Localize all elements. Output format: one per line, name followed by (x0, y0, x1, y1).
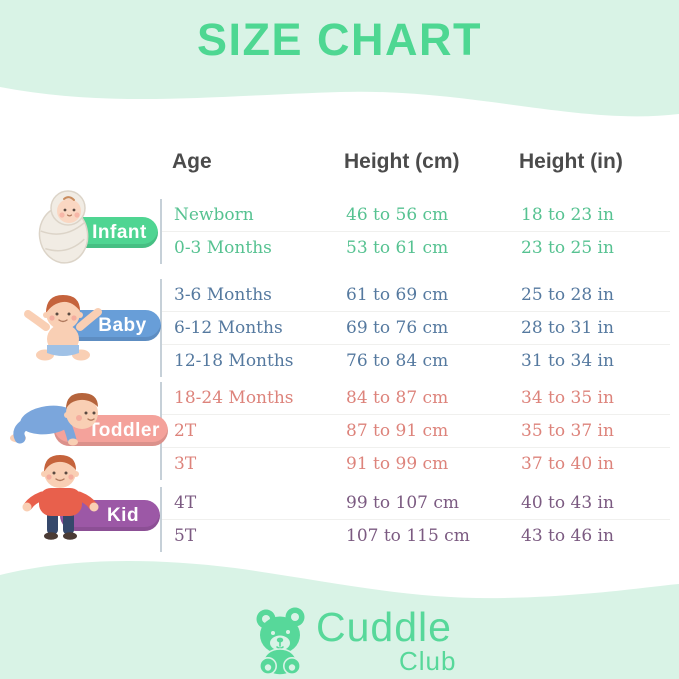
cell-in: 35 to 37 in (521, 421, 614, 441)
table-row: Newborn 46 to 56 cm 18 to 23 in (162, 199, 670, 231)
cell-cm: 46 to 56 cm (346, 205, 449, 225)
brand-name: Cuddle (316, 604, 452, 650)
cell-in: 28 to 31 in (521, 318, 614, 338)
cell-cm: 87 to 91 cm (346, 421, 449, 441)
baby-rows: 3-6 Months 61 to 69 cm 25 to 28 in 6-12 Mon… (160, 279, 670, 377)
table-row: 18-24 Months 84 to 87 cm 34 to 35 in (162, 382, 670, 414)
cell-cm: 91 to 99 cm (346, 454, 449, 474)
table-header: Age Height (cm) Height (in) (0, 150, 679, 180)
cell-cm: 107 to 115 cm (346, 526, 470, 546)
top-wave-decoration (0, 0, 679, 117)
table-row: 4T 99 to 107 cm 40 to 43 in (162, 487, 670, 519)
table-row: 3T 91 to 99 cm 37 to 40 in (162, 447, 670, 480)
cell-in: 18 to 23 in (521, 205, 614, 225)
cell-age: 3-6 Months (174, 285, 272, 305)
kid-rows: 4T 99 to 107 cm 40 to 43 in 5T 107 to 115 cm… (160, 487, 670, 552)
bottom-wave-decoration (0, 560, 679, 679)
cell-cm: 99 to 107 cm (346, 493, 459, 513)
column-header-height-in: Height (in) (519, 150, 623, 173)
cell-age: 2T (174, 421, 197, 441)
cell-cm: 76 to 84 cm (346, 351, 449, 371)
infant-rows: Newborn 46 to 56 cm 18 to 23 in 0-3 Months 5… (160, 199, 670, 264)
cell-age: 0-3 Months (174, 238, 272, 258)
table-row: 12-18 Months 76 to 84 cm 31 to 34 in (162, 344, 670, 377)
cell-age: 5T (174, 526, 197, 546)
kid-pill-label: Kid (106, 504, 140, 526)
cell-age: 4T (174, 493, 197, 513)
table-row: 5T 107 to 115 cm 43 to 46 in (162, 519, 670, 552)
toddler-rows: 18-24 Months 84 to 87 cm 34 to 35 in 2T 87 t… (160, 382, 670, 480)
cell-age: 6-12 Months (174, 318, 283, 338)
table-row: 2T 87 to 91 cm 35 to 37 in (162, 414, 670, 447)
cell-age: 12-18 Months (174, 351, 294, 371)
teddy-bear-icon (256, 607, 305, 676)
infant-illustration (38, 190, 89, 264)
kid-illustration (22, 455, 99, 540)
page-title: SIZE CHART (197, 14, 482, 65)
cell-cm: 69 to 76 cm (346, 318, 449, 338)
cell-age: 3T (174, 454, 197, 474)
column-header-height-cm: Height (cm) (344, 150, 460, 173)
toddler-illustration (10, 393, 98, 446)
cell-in: 23 to 25 in (521, 238, 614, 258)
brand-logo: Cuddle Club (0, 602, 679, 679)
brand-subname: Club (399, 646, 457, 676)
cell-in: 43 to 46 in (521, 526, 614, 546)
cell-age: 18-24 Months (174, 388, 294, 408)
infant-pill-label: Infant (92, 221, 147, 243)
baby-pill-label: Baby (98, 314, 147, 336)
cell-cm: 53 to 61 cm (346, 238, 449, 258)
baby-illustration (24, 295, 102, 361)
table-row: 6-12 Months 69 to 76 cm 28 to 31 in (162, 311, 670, 344)
cell-in: 34 to 35 in (521, 388, 614, 408)
cell-in: 31 to 34 in (521, 351, 614, 371)
column-header-age: Age (172, 150, 212, 173)
cell-age: Newborn (174, 205, 254, 225)
table-row: 0-3 Months 53 to 61 cm 23 to 25 in (162, 231, 670, 264)
cell-in: 37 to 40 in (521, 454, 614, 474)
cell-in: 25 to 28 in (521, 285, 614, 305)
table-row: 3-6 Months 61 to 69 cm 25 to 28 in (162, 279, 670, 311)
cell-cm: 84 to 87 cm (346, 388, 449, 408)
cell-cm: 61 to 69 cm (346, 285, 449, 305)
kid-pill: Kid (60, 500, 160, 531)
cell-in: 40 to 43 in (521, 493, 614, 513)
toddler-pill-label: Toddler (88, 419, 160, 441)
